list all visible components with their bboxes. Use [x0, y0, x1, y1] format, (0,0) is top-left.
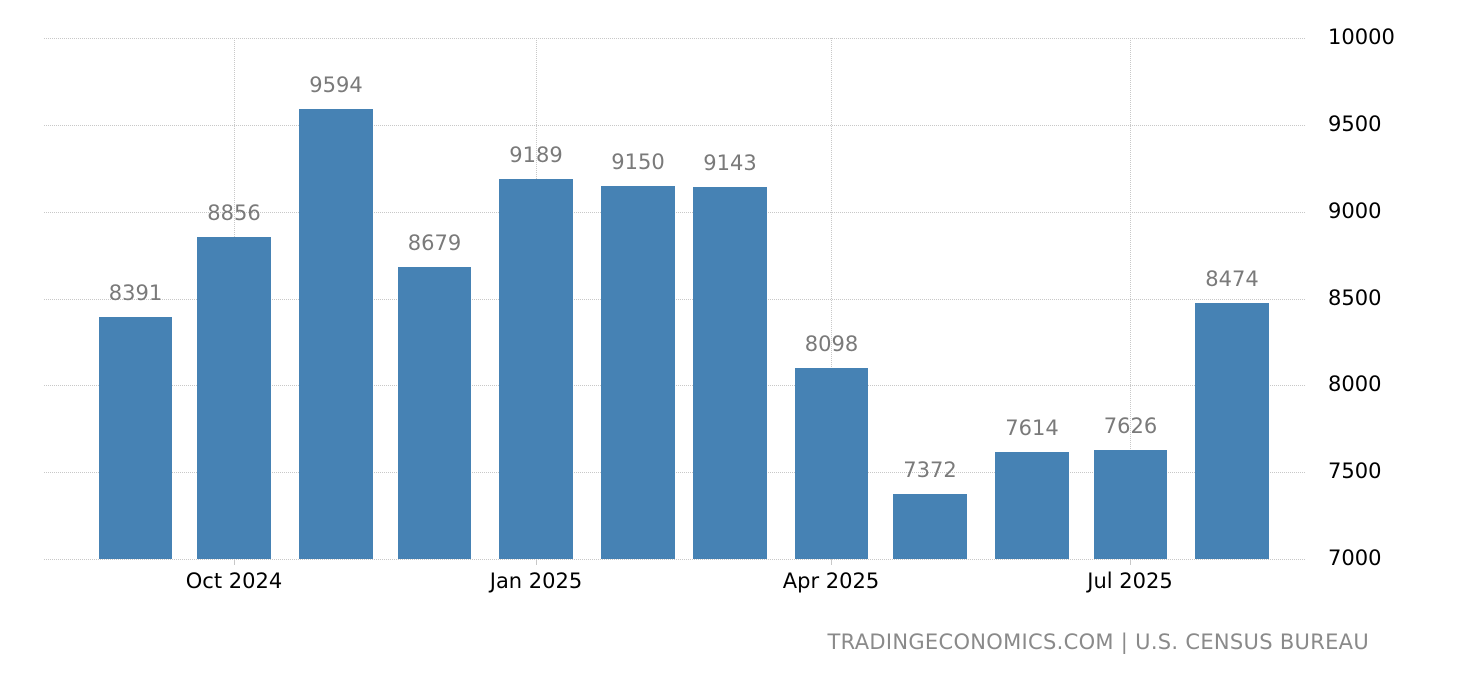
bar	[795, 368, 868, 559]
bar-value-label: 9150	[611, 150, 665, 174]
bar-value-label: 8391	[108, 281, 163, 305]
bar	[299, 109, 373, 559]
x-tick-label: Oct 2024	[185, 569, 283, 593]
bar	[1094, 450, 1167, 559]
gridline-h	[44, 38, 1305, 39]
y-tick-label: 9500	[1328, 112, 1382, 136]
bar-value-label: 8856	[207, 201, 261, 225]
source-attribution: TRADINGECONOMICS.COM | U.S. CENSUS BUREA…	[827, 630, 1369, 654]
bar	[893, 494, 967, 559]
bar	[693, 187, 767, 559]
x-tick-label: Jan 2025	[489, 569, 583, 593]
y-tick-label: 7000	[1328, 546, 1382, 570]
bar	[995, 452, 1069, 559]
gridline-v	[1130, 38, 1131, 559]
gridline-h	[44, 125, 1305, 126]
bar	[398, 267, 471, 559]
y-tick-label: 8500	[1328, 286, 1382, 310]
gridline-h	[44, 559, 1305, 560]
bar-value-label: 9143	[703, 151, 757, 175]
bar-value-label: 9189	[509, 143, 563, 167]
bar-value-label: 7372	[903, 458, 957, 482]
y-tick-label: 10000	[1328, 25, 1395, 49]
x-tick-label: Jul 2025	[1087, 569, 1173, 593]
bar-value-label: 7626	[1103, 414, 1158, 438]
y-tick-label: 7500	[1328, 459, 1382, 483]
bar-value-label: 9594	[309, 73, 363, 97]
x-tick-mark	[831, 559, 832, 565]
x-tick-label: Apr 2025	[782, 569, 880, 593]
y-tick-label: 8000	[1328, 372, 1382, 396]
bar	[601, 186, 675, 559]
bar	[197, 237, 271, 559]
x-tick-mark	[536, 559, 537, 565]
bar	[499, 179, 573, 559]
x-tick-mark	[1130, 559, 1131, 565]
bar-value-label: 8098	[804, 332, 859, 356]
x-tick-mark	[234, 559, 235, 565]
gridline-v	[831, 38, 832, 559]
y-tick-label: 9000	[1328, 199, 1382, 223]
bar	[99, 317, 172, 559]
bar-value-label: 8474	[1205, 267, 1259, 291]
bar-value-label: 8679	[407, 231, 462, 255]
bar	[1195, 303, 1269, 559]
bar-value-label: 7614	[1005, 416, 1059, 440]
